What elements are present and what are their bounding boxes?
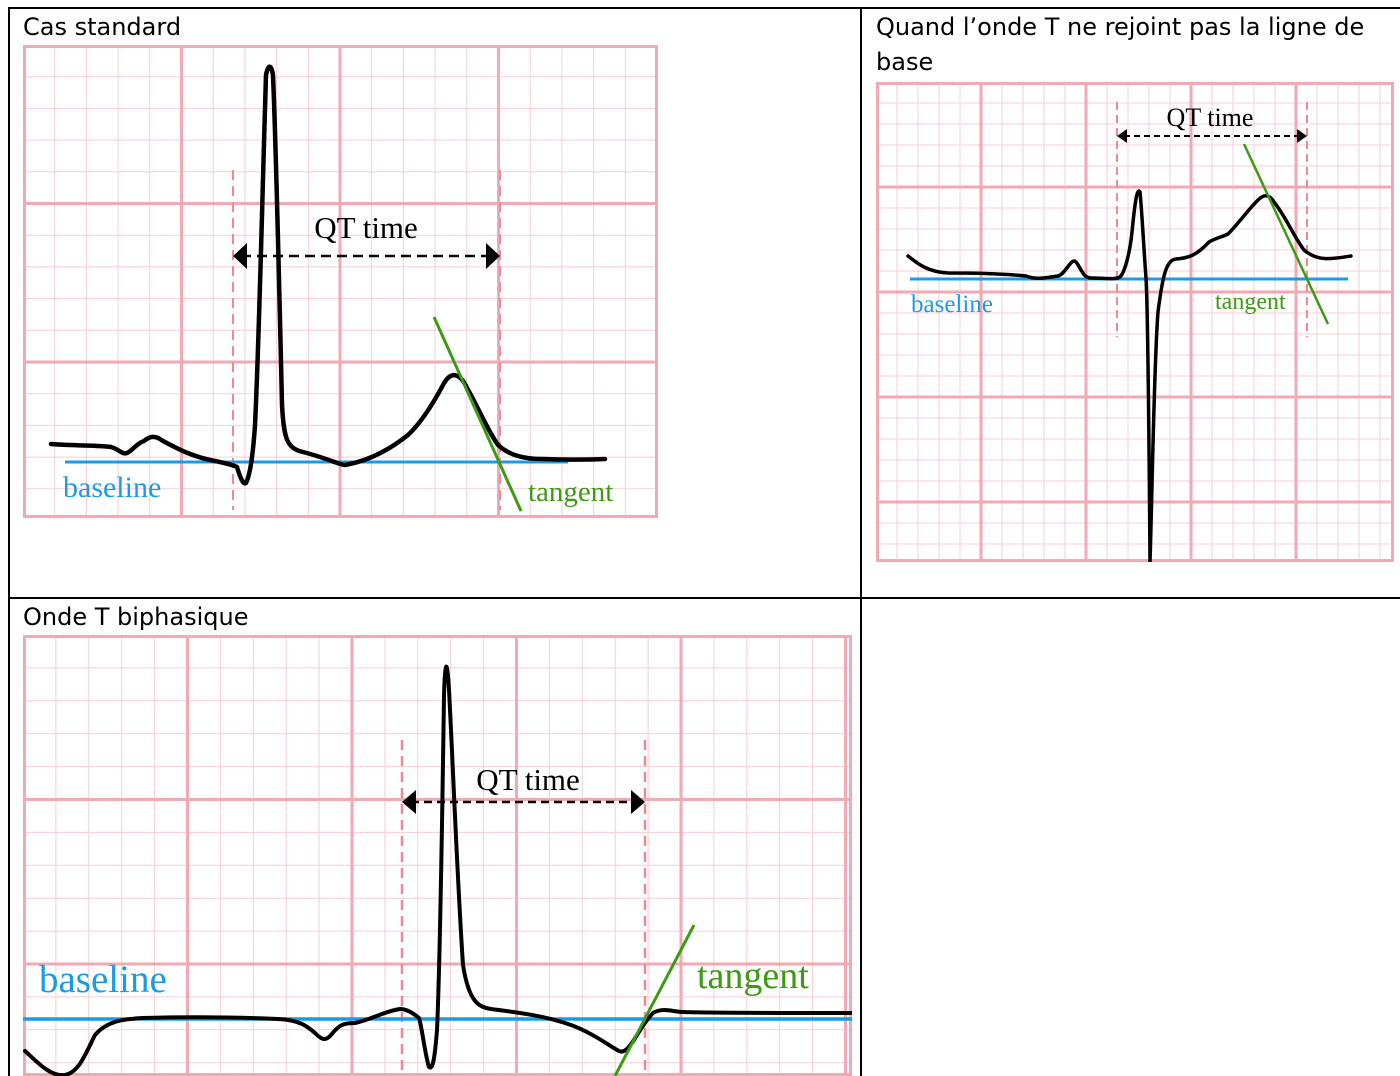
cell-title-biphasic: Onde T biphasique (23, 603, 249, 631)
ecg-grid (23, 45, 658, 518)
baseline-label: baseline (911, 291, 993, 318)
qt-time-label: QT time (476, 762, 580, 797)
qt-arrow-head-left (402, 790, 416, 814)
table-border-top (8, 7, 1400, 9)
ecg-trace (906, 189, 1353, 562)
qt-arrow-head-right (631, 790, 645, 814)
cell-title-no-baseline: Quand l’onde T ne rejoint pas la ligne d… (876, 13, 1365, 76)
baseline-label: baseline (63, 471, 161, 504)
ecg-panel-standard: QT time baseline tangent (23, 45, 658, 518)
tangent-label: tangent (528, 476, 613, 508)
qt-arrow-head-left (233, 243, 247, 269)
ecg-trace (23, 664, 852, 1076)
qt-time-label: QT time (314, 210, 418, 245)
table-divider-vertical (860, 7, 862, 1076)
qt-arrow-head-right (486, 243, 500, 269)
ecg-trace (48, 64, 608, 486)
tangent-line (1242, 143, 1330, 325)
cell-title-standard: Cas standard (23, 13, 182, 41)
ecg-panel-biphasic: QT time baseline tangent (23, 635, 852, 1076)
tangent-label: tangent (697, 955, 809, 997)
qt-arrow-head-left (1117, 129, 1127, 143)
ecg-panel-no-baseline: QT time baseline tangent (876, 82, 1394, 562)
tangent-label: tangent (1215, 289, 1286, 315)
table-divider-horizontal (8, 597, 1400, 599)
ecg-grid (876, 82, 1394, 562)
baseline-label: baseline (39, 958, 167, 1001)
tangent-line (432, 316, 523, 512)
table-border-left (8, 7, 10, 1076)
qt-time-label: QT time (1167, 103, 1254, 132)
qt-arrow-head-right (1297, 129, 1307, 143)
tangent-line (613, 924, 696, 1076)
